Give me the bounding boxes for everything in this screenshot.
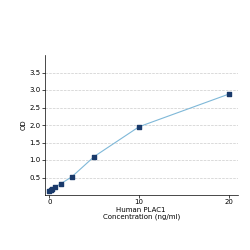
Point bbox=[49, 188, 53, 192]
Point bbox=[226, 92, 230, 96]
Point bbox=[53, 185, 57, 189]
Point bbox=[59, 182, 63, 186]
Y-axis label: OD: OD bbox=[21, 120, 27, 130]
Point bbox=[70, 175, 74, 179]
Point bbox=[50, 187, 54, 191]
Point bbox=[137, 125, 141, 129]
Point bbox=[48, 189, 52, 193]
X-axis label: Human PLAC1
Concentration (ng/ml): Human PLAC1 Concentration (ng/ml) bbox=[103, 206, 180, 220]
Point bbox=[92, 154, 96, 158]
